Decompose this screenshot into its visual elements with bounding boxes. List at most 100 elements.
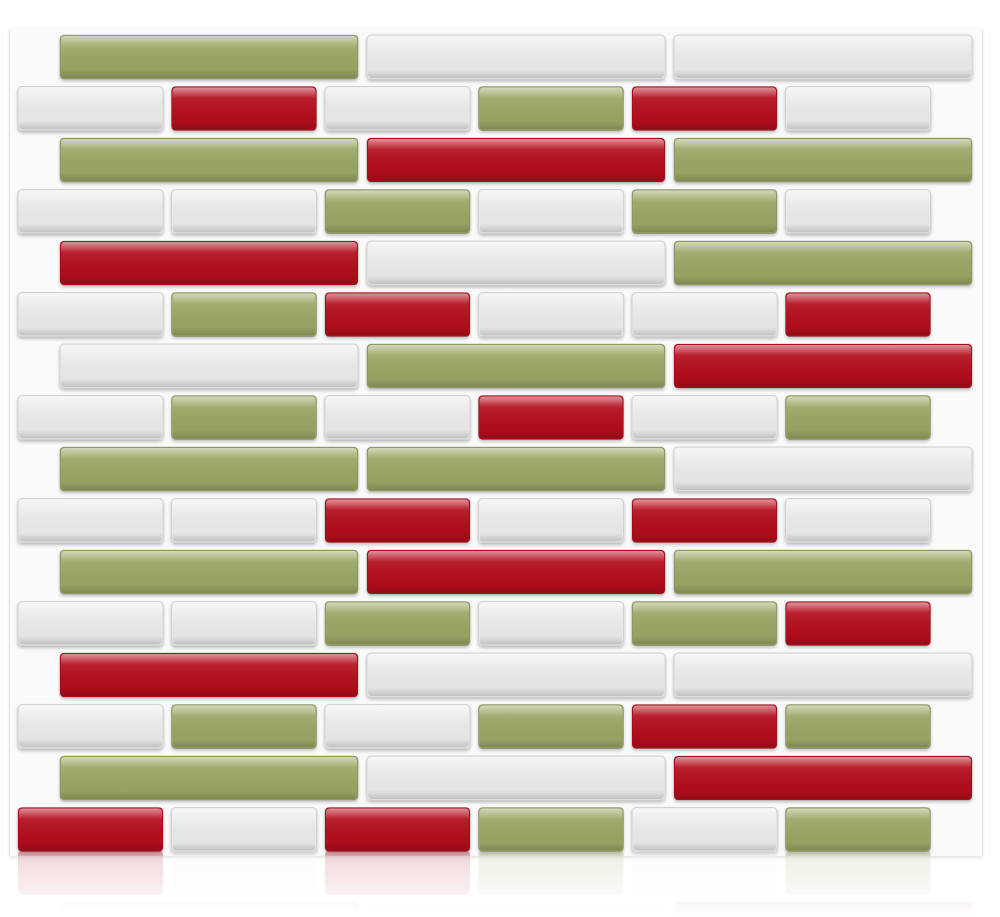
- tile: [673, 755, 973, 801]
- tile: [366, 137, 666, 183]
- tile: [366, 34, 666, 80]
- tile-gloss: [172, 808, 316, 851]
- tile-gloss: [786, 190, 930, 233]
- tile-gloss: [479, 293, 623, 336]
- tile-gloss: [368, 551, 664, 593]
- tile: [785, 601, 931, 646]
- tile: [17, 704, 164, 749]
- tile-gloss: [19, 293, 162, 336]
- tile: [17, 189, 164, 234]
- tile: [324, 292, 471, 337]
- tile-gloss: [61, 654, 357, 696]
- tile-gloss: [172, 499, 316, 542]
- tile: [324, 86, 471, 131]
- tile-gloss: [172, 87, 316, 130]
- tile: [59, 549, 359, 595]
- tile-gloss: [786, 87, 930, 130]
- tile: [478, 704, 624, 749]
- tile-gloss: [675, 242, 971, 284]
- tile: [631, 807, 778, 852]
- tile: [673, 652, 973, 698]
- tile-gloss: [675, 36, 971, 78]
- tile: [785, 86, 931, 131]
- tile: [478, 86, 624, 131]
- tile-gloss: [633, 705, 776, 748]
- tile-gloss: [675, 654, 971, 696]
- tile: [17, 395, 164, 440]
- tile-gloss: [19, 87, 162, 130]
- tile: [324, 498, 471, 543]
- tile-grid: [17, 34, 973, 852]
- tile-gloss: [786, 499, 930, 542]
- tile: [366, 446, 666, 492]
- tile: [631, 395, 778, 440]
- tile: [631, 498, 778, 543]
- tile: [17, 292, 164, 337]
- tile-gloss: [786, 705, 930, 748]
- tile-gloss: [368, 139, 664, 181]
- tile-gloss: [326, 87, 469, 130]
- tile: [631, 292, 778, 337]
- tile-gloss: [19, 499, 162, 542]
- tile-gloss: [172, 705, 316, 748]
- tile: [478, 601, 624, 646]
- tile-gloss: [326, 293, 469, 336]
- tile: [171, 498, 317, 543]
- tile: [673, 137, 973, 183]
- tile-gloss: [326, 190, 469, 233]
- tile: [631, 189, 778, 234]
- tile-gloss: [326, 396, 469, 439]
- tile-gloss: [675, 345, 971, 387]
- tile-gloss: [786, 396, 930, 439]
- tile: [324, 189, 471, 234]
- tile-gloss: [326, 499, 469, 542]
- tile: [673, 549, 973, 595]
- tile-gloss: [479, 396, 623, 439]
- tile: [59, 34, 359, 80]
- tile: [785, 704, 931, 749]
- tile-gloss: [172, 190, 316, 233]
- tile: [631, 601, 778, 646]
- tile-gloss: [479, 602, 623, 645]
- tile: [631, 86, 778, 131]
- tile-gloss: [368, 345, 664, 387]
- tile: [478, 395, 624, 440]
- tile: [785, 292, 931, 337]
- tile: [785, 395, 931, 440]
- tile-gloss: [61, 551, 357, 593]
- tile-gloss: [172, 396, 316, 439]
- tile-gloss: [633, 396, 776, 439]
- tile-gloss: [368, 242, 664, 284]
- tile-gloss: [326, 602, 469, 645]
- tile-gloss: [633, 190, 776, 233]
- tile-gloss: [19, 190, 162, 233]
- tile: [366, 549, 666, 595]
- tile-gloss: [19, 705, 162, 748]
- tile-gloss: [19, 602, 162, 645]
- tile-gloss: [326, 808, 469, 851]
- tile-gloss: [479, 87, 623, 130]
- tile-gloss: [633, 87, 776, 130]
- tile-gloss: [19, 808, 162, 851]
- tile-gloss: [368, 654, 664, 696]
- tile: [59, 755, 359, 801]
- tile: [366, 652, 666, 698]
- tile-gloss: [61, 448, 357, 490]
- tile: [324, 807, 471, 852]
- tile-gloss: [786, 293, 930, 336]
- tile: [785, 189, 931, 234]
- tile: [59, 652, 359, 698]
- tile-gloss: [633, 499, 776, 542]
- tile: [171, 86, 317, 131]
- tile-gloss: [368, 448, 664, 490]
- tile: [171, 601, 317, 646]
- tile-gloss: [61, 139, 357, 181]
- tile-gloss: [675, 448, 971, 490]
- tile-gloss: [633, 808, 776, 851]
- tile: [17, 601, 164, 646]
- tile-gloss: [172, 602, 316, 645]
- tile: [17, 86, 164, 131]
- tile-gloss: [61, 345, 357, 387]
- tile-gloss: [479, 190, 623, 233]
